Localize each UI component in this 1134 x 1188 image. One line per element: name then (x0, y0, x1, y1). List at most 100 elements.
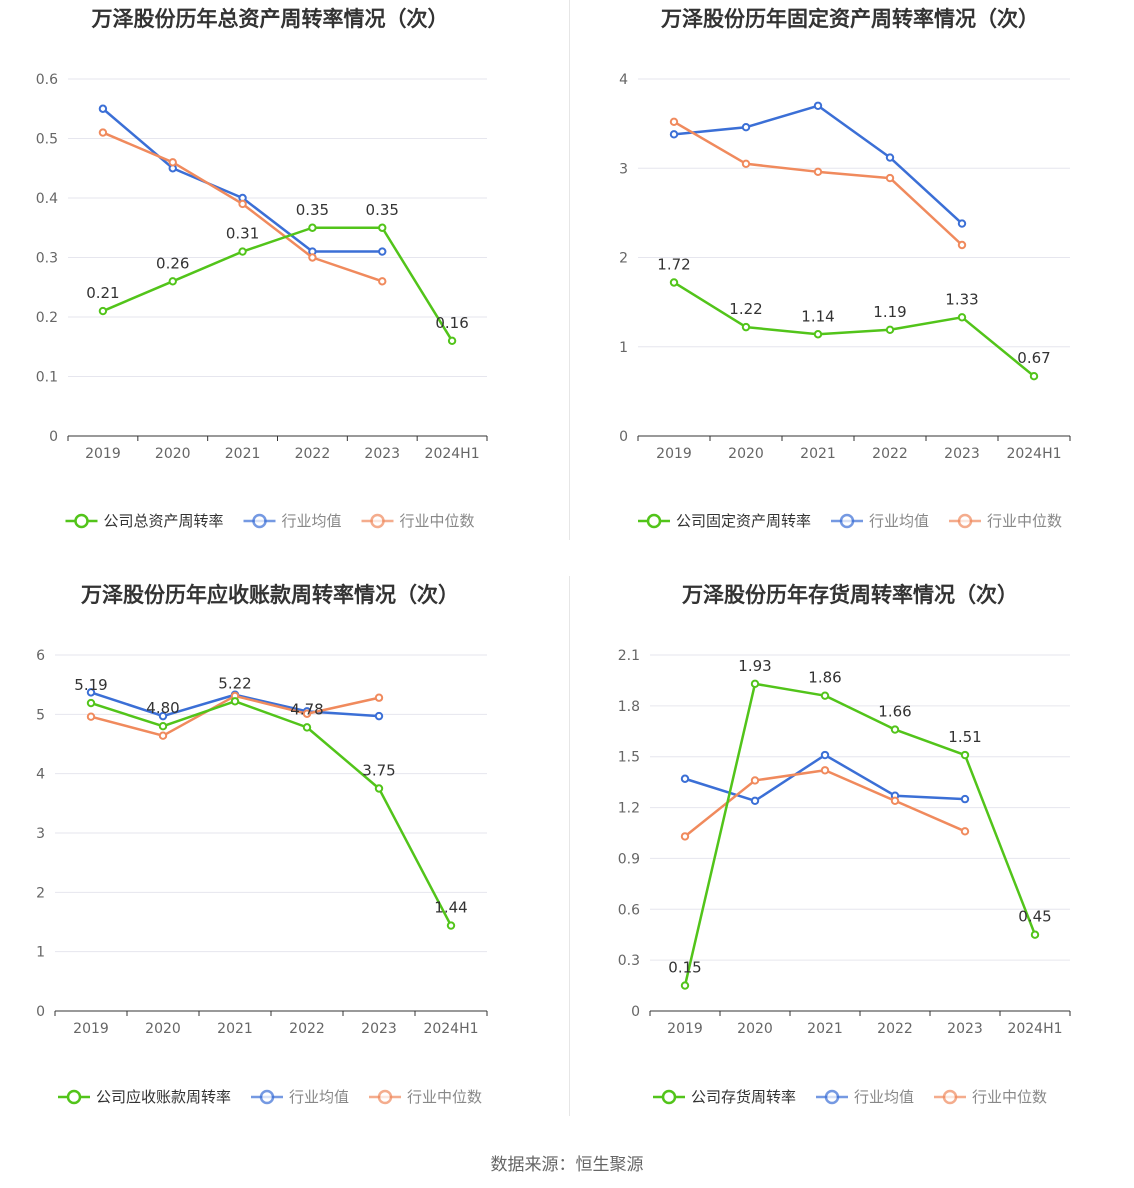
legend-label: 行业均值 (282, 512, 342, 530)
data-point (960, 794, 970, 804)
x-tick-label: 2022 (872, 446, 908, 462)
data-label: 1.22 (729, 300, 762, 318)
x-tick-label: 2022 (877, 1021, 913, 1037)
data-point (374, 784, 384, 793)
y-tick-label: 0.9 (618, 851, 640, 867)
data-point (885, 173, 895, 183)
data-label: 0.35 (366, 201, 399, 219)
data-point (750, 776, 760, 785)
data-point (158, 711, 168, 721)
panel-divider (569, 576, 570, 1116)
data-point (820, 691, 830, 700)
y-tick-label: 0.2 (36, 310, 58, 326)
data-point (890, 725, 900, 734)
chart-title: 万泽股份历年存货周转率情况（次） (681, 583, 1018, 607)
chart-panel-receivables: 万泽股份历年应收账款周转率情况（次） 0 1 2 3 4 5 6 2019 2020 2021 202… (0, 576, 567, 1152)
legend-marker (646, 513, 662, 529)
x-tick-label: 2020 (145, 1021, 181, 1037)
data-point (680, 774, 690, 783)
data-label: 1.93 (738, 657, 771, 675)
y-tick-label: 0.6 (36, 72, 58, 88)
legend-marker (824, 1089, 840, 1105)
data-point (158, 731, 168, 740)
y-tick-label: 4 (619, 72, 628, 88)
legend-label: 行业中位数 (407, 1088, 482, 1106)
chart-panel-inventory: 万泽股份历年存货周转率情况（次） 0 0.3 0.6 0.9 1.2 1.5 1.8 2.1 20… (567, 576, 1134, 1152)
data-point (680, 832, 690, 841)
data-label: 1.72 (657, 255, 690, 273)
data-point (1029, 372, 1039, 381)
data-point (374, 711, 384, 721)
y-tick-label: 0.4 (36, 191, 58, 207)
legend-marker (661, 1089, 677, 1105)
data-label: 0.26 (156, 254, 189, 272)
x-tick-label: 2023 (364, 446, 400, 462)
x-tick-label: 2021 (807, 1021, 843, 1037)
legend-marker (66, 1089, 82, 1105)
data-point (741, 122, 751, 132)
y-tick-label: 0 (49, 429, 58, 445)
legend-item: 行业均值 (831, 512, 929, 530)
y-tick-label: 2.1 (618, 648, 640, 664)
data-point (378, 223, 387, 232)
legend-item: 行业中位数 (369, 1088, 482, 1106)
series-line (684, 753, 966, 803)
data-point (378, 247, 387, 256)
data-point (813, 167, 823, 177)
data-point (447, 336, 457, 345)
chart-title: 万泽股份历年固定资产周转率情况（次） (660, 7, 1039, 31)
data-label: 5.19 (74, 676, 107, 694)
data-point (741, 159, 751, 168)
data-point (98, 104, 108, 113)
y-tick-label: 2 (36, 885, 45, 901)
data-point (308, 223, 317, 232)
data-label: 4.80 (146, 699, 179, 717)
data-point (669, 130, 679, 139)
data-point (86, 712, 96, 721)
data-label: 5.22 (218, 674, 251, 692)
data-point (98, 128, 108, 137)
data-label: 0.35 (296, 201, 329, 219)
data-label: 1.86 (808, 669, 841, 687)
data-label: 0.45 (1018, 908, 1051, 926)
legend-label: 行业中位数 (987, 512, 1062, 530)
legend-marker (259, 1089, 275, 1105)
data-point (168, 277, 177, 286)
data-label: 4.78 (290, 700, 323, 718)
legend-label: 行业均值 (854, 1088, 914, 1106)
legend-item: 公司应收账款周转率 (58, 1088, 231, 1106)
data-point (680, 981, 690, 990)
data-source-note: 数据来源：恒生聚源 (490, 1155, 644, 1175)
data-point (890, 796, 900, 805)
y-tick-label: 0.3 (36, 251, 58, 267)
legend-label: 行业均值 (289, 1088, 349, 1106)
legend-item: 公司存货周转率 (653, 1088, 796, 1106)
legend-item: 行业均值 (251, 1088, 349, 1106)
series-line (102, 226, 454, 342)
data-point (1030, 930, 1040, 939)
data-point (957, 240, 967, 250)
x-tick-label: 2022 (295, 446, 331, 462)
data-point (960, 750, 970, 760)
legend-marker (74, 513, 89, 529)
legend-marker (252, 513, 267, 529)
chart-panel-fixed-assets: 万泽股份历年固定资产周转率情况（次） 0 1 2 3 4 2019 2020 2021 2022 2… (567, 0, 1134, 576)
data-point (374, 693, 384, 702)
x-tick-label: 2020 (737, 1021, 773, 1037)
legend-label: 公司固定资产周转率 (676, 512, 811, 530)
data-label: 1.33 (945, 290, 978, 308)
y-tick-label: 1 (619, 340, 628, 356)
data-label: 0.16 (435, 314, 468, 332)
legend-label: 行业中位数 (400, 512, 475, 530)
y-tick-label: 0 (619, 429, 628, 445)
y-tick-label: 0.6 (618, 902, 640, 918)
data-point (820, 750, 830, 760)
legend-marker (942, 1089, 958, 1105)
y-tick-label: 0.5 (36, 132, 58, 148)
x-tick-label: 2022 (289, 1021, 325, 1037)
y-tick-label: 0 (36, 1004, 45, 1020)
y-tick-label: 0.3 (618, 953, 640, 969)
x-tick-label: 2024H1 (425, 446, 480, 462)
data-point (302, 709, 312, 718)
legend-label: 行业均值 (869, 512, 929, 530)
